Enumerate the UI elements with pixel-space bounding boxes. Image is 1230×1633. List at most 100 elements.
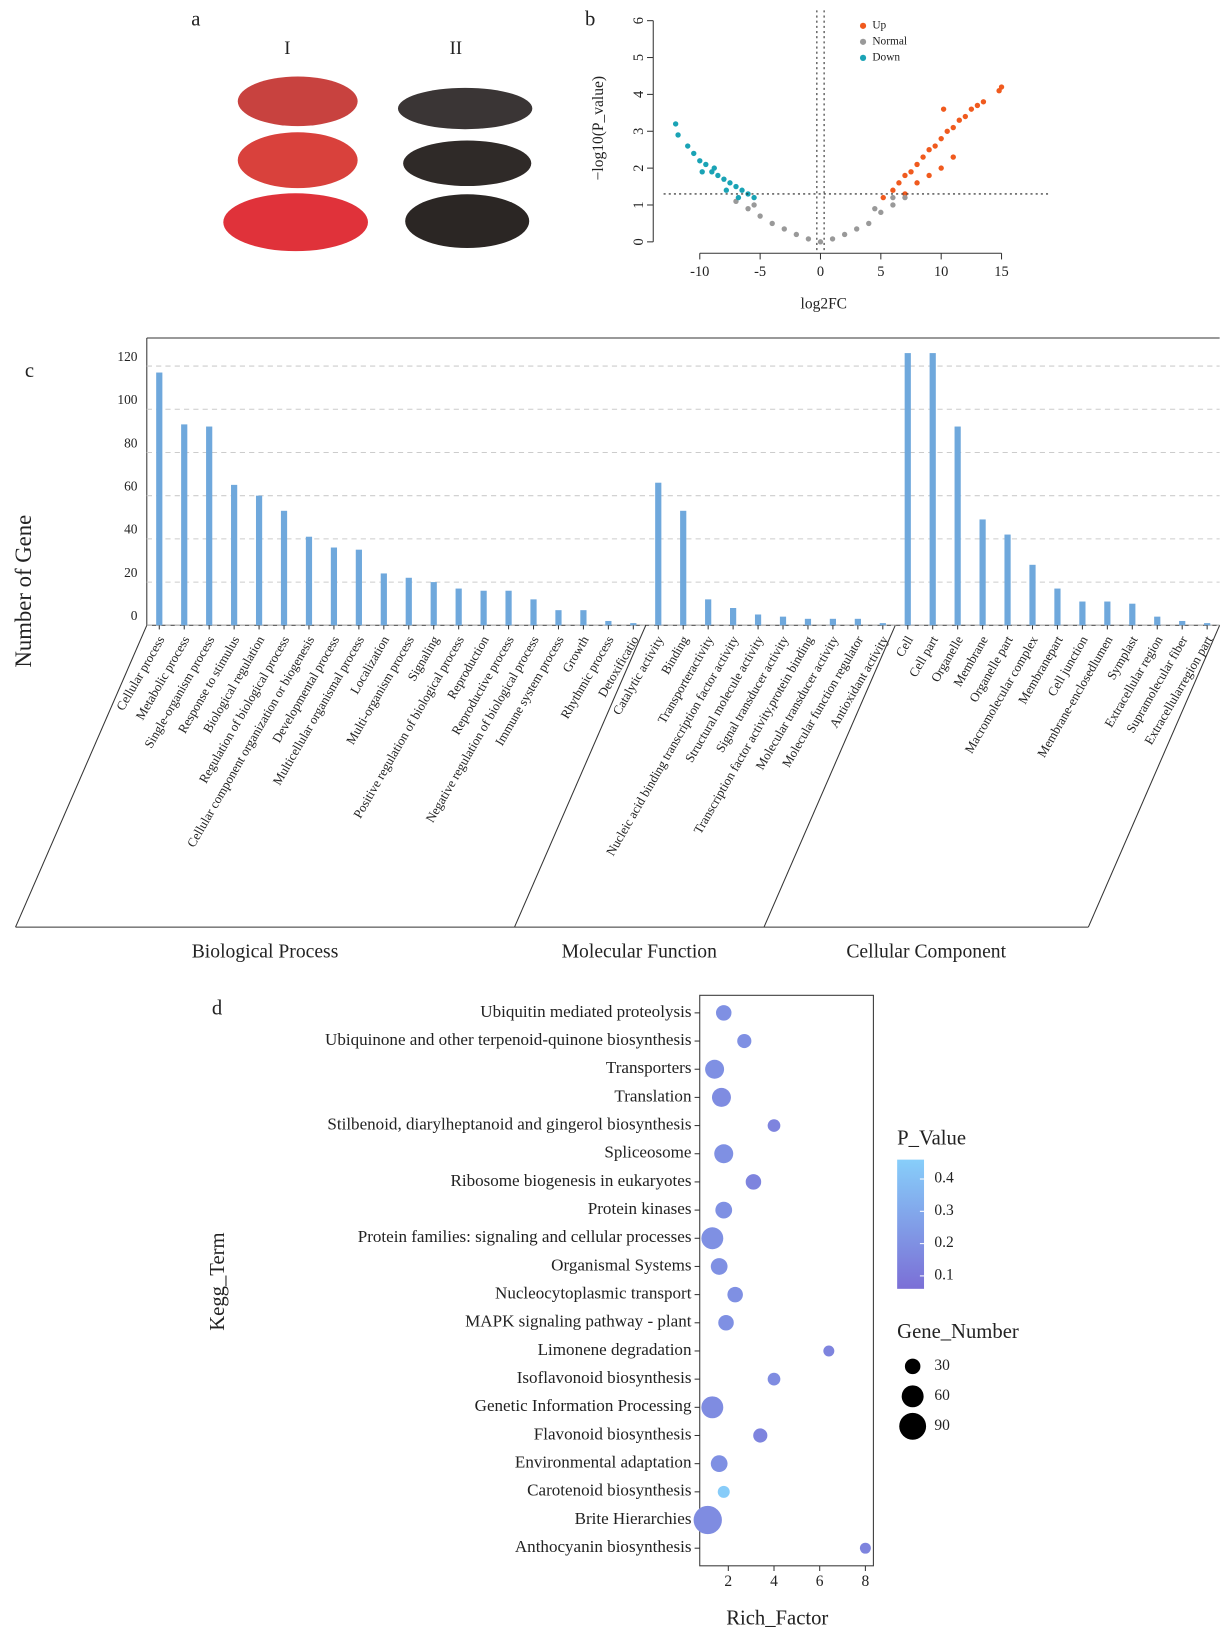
point xyxy=(697,158,703,164)
point xyxy=(715,172,721,179)
size-legend xyxy=(899,1412,927,1440)
point xyxy=(829,236,836,242)
y-tick-label: MAPK signaling pathway - plant xyxy=(465,1312,692,1331)
bar xyxy=(1129,603,1136,626)
seed xyxy=(223,193,368,252)
x-tick-label: 6 xyxy=(816,1573,824,1590)
y-tick-label: Flavonoid biosynthesis xyxy=(534,1424,692,1443)
bubble xyxy=(717,1485,730,1498)
x-tick-label: -10 xyxy=(690,264,709,280)
seed xyxy=(403,140,532,187)
legend-swatch xyxy=(859,22,867,29)
bar xyxy=(1029,564,1036,626)
color-tick-label: 0.3 xyxy=(934,1202,954,1219)
bar xyxy=(505,590,512,626)
bar xyxy=(1079,601,1086,626)
legend-swatch xyxy=(859,54,867,61)
point xyxy=(672,121,679,127)
bar xyxy=(280,510,288,626)
point xyxy=(751,194,757,201)
point xyxy=(914,180,920,186)
point xyxy=(723,187,730,193)
x-tick-label: 8 xyxy=(862,1573,870,1590)
y-tick-label: Spliceosome xyxy=(604,1143,691,1162)
point xyxy=(781,226,787,232)
size-legend xyxy=(904,1358,921,1375)
bar xyxy=(705,599,712,626)
size-legend-label: 30 xyxy=(934,1357,950,1374)
bubble xyxy=(714,1144,734,1164)
point xyxy=(940,106,947,112)
y-tick-label: 100 xyxy=(117,392,137,407)
y-tick-label: Transporters xyxy=(606,1058,692,1077)
point xyxy=(735,194,742,201)
panel-label: d xyxy=(212,998,223,1020)
column-label: II xyxy=(450,38,462,59)
bubble xyxy=(705,1059,725,1079)
y-tick-label: Environmental adaptation xyxy=(515,1453,692,1472)
y-tick-label: Brite Hierarchies xyxy=(575,1509,692,1528)
bubble xyxy=(693,1505,722,1535)
y-tick-label: Protein kinases xyxy=(588,1199,692,1218)
point xyxy=(711,165,717,171)
bar xyxy=(730,608,737,626)
x-tick-label: 2 xyxy=(724,1573,732,1590)
color-tick-label: 0.4 xyxy=(934,1170,954,1187)
point xyxy=(890,202,896,208)
bar xyxy=(206,426,213,626)
color-tick-label: 0.2 xyxy=(934,1234,953,1251)
bar xyxy=(954,426,961,626)
point xyxy=(854,226,860,232)
y-tick-label: 0 xyxy=(631,238,647,245)
y-tick-label: Translation xyxy=(614,1086,692,1105)
point xyxy=(703,161,709,168)
point xyxy=(996,88,1002,94)
point xyxy=(805,236,812,242)
y-tick-label: Organismal Systems xyxy=(551,1255,692,1274)
point xyxy=(685,143,691,149)
bar xyxy=(555,610,562,626)
bar xyxy=(1154,616,1161,626)
x-axis-title: Rich_Factor xyxy=(726,1607,828,1629)
panel-label: c xyxy=(25,360,34,382)
y-tick-label: Ubiquitin mediated proteolysis xyxy=(480,1002,692,1021)
bar xyxy=(1204,623,1211,626)
bar xyxy=(979,519,986,626)
x-tick-label: -5 xyxy=(754,264,766,280)
x-tick-label: 0 xyxy=(817,264,824,280)
point xyxy=(920,154,926,160)
bar xyxy=(904,353,911,626)
y-tick-label: 5 xyxy=(631,54,647,61)
y-tick-label: Genetic Information Processing xyxy=(475,1396,692,1415)
y-tick-label: Limonene degradation xyxy=(538,1340,692,1359)
bar xyxy=(405,577,412,626)
y-tick-label: Protein families: signaling and cellular… xyxy=(358,1227,692,1246)
y-tick-label: Carotenoid biosynthesis xyxy=(527,1481,692,1500)
size-legend-label: 60 xyxy=(934,1387,950,1404)
bar xyxy=(530,599,537,626)
y-axis-title: Kegg_Term xyxy=(207,1232,229,1330)
size-legend xyxy=(901,1385,924,1408)
x-tick-label: 4 xyxy=(770,1573,778,1590)
point xyxy=(866,220,872,227)
column-label: I xyxy=(284,38,290,59)
bubble xyxy=(701,1396,724,1419)
bar xyxy=(1104,601,1111,626)
bubble xyxy=(727,1286,743,1303)
seed xyxy=(237,132,358,189)
legend-title: P_Value xyxy=(897,1128,966,1150)
point xyxy=(699,169,705,175)
point xyxy=(675,132,681,138)
bar xyxy=(380,573,387,626)
panel-label: a xyxy=(191,8,200,30)
point xyxy=(896,180,902,186)
point xyxy=(974,102,981,109)
point xyxy=(890,187,896,193)
bar xyxy=(630,623,637,626)
point xyxy=(938,135,944,142)
point xyxy=(878,209,884,216)
point xyxy=(751,202,757,208)
point xyxy=(817,239,824,245)
y-tick-label: 3 xyxy=(631,128,647,135)
